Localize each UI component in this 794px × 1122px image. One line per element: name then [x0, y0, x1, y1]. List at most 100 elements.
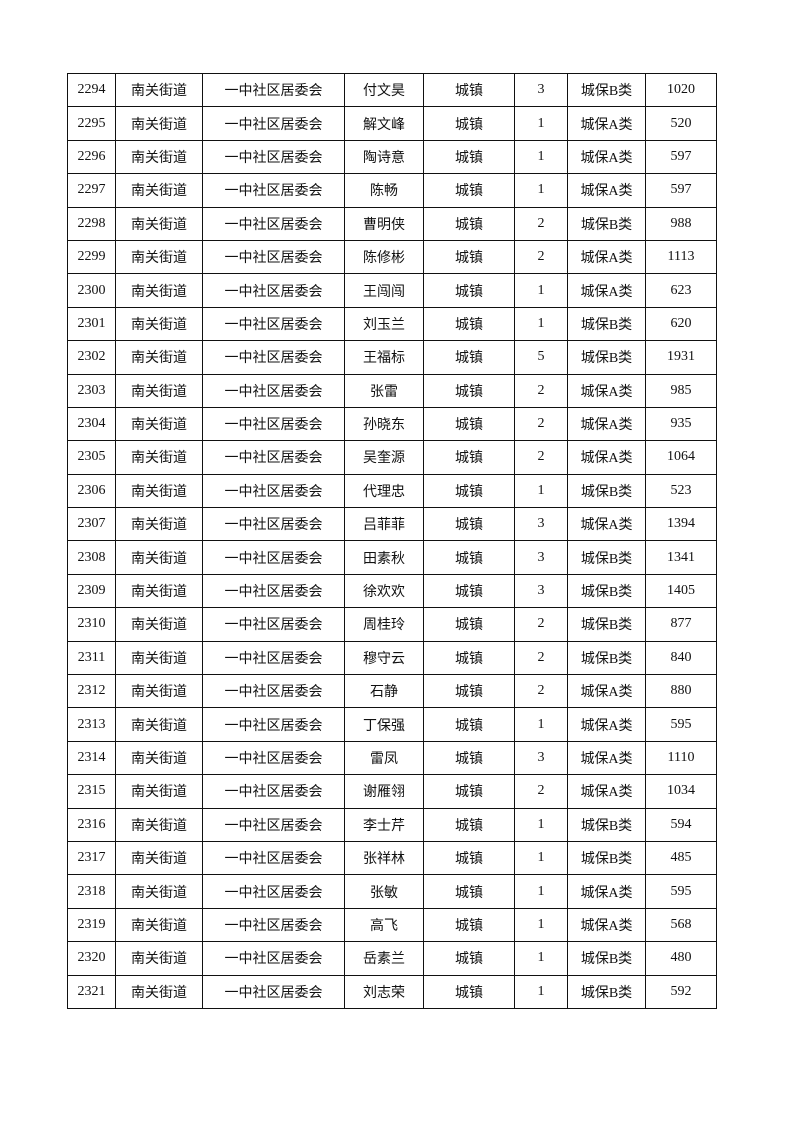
table-row: 2310 南关街道 一中社区居委会 周桂玲 城镇 2 城保B类 877 — [67, 607, 717, 642]
amount-cell: 1931 — [645, 340, 717, 375]
row-number-cell: 2308 — [67, 540, 116, 575]
area-type-cell: 城镇 — [423, 874, 515, 909]
area-type-cell: 城镇 — [423, 840, 515, 876]
street-cell: 南关街道 — [115, 840, 203, 876]
community-cell: 一中社区居委会 — [202, 974, 345, 1009]
table-row: 2317 南关街道 一中社区居委会 张祥林 城镇 1 城保B类 485 — [67, 840, 717, 876]
household-size-cell: 1 — [514, 974, 568, 1009]
community-cell: 一中社区居委会 — [202, 239, 345, 275]
table-row: 2311 南关街道 一中社区居委会 穆守云 城镇 2 城保B类 840 — [67, 640, 717, 676]
street-cell: 南关街道 — [115, 473, 203, 509]
name-cell: 刘志荣 — [344, 974, 424, 1009]
amount-cell: 620 — [645, 306, 717, 342]
row-number-cell: 2313 — [67, 707, 116, 742]
street-cell: 南关街道 — [115, 607, 203, 642]
name-cell: 曹明侠 — [344, 206, 424, 241]
row-number-cell: 2314 — [67, 740, 116, 776]
street-cell: 南关街道 — [115, 373, 203, 408]
table-row: 2321 南关街道 一中社区居委会 刘志荣 城镇 1 城保B类 592 — [67, 974, 717, 1009]
amount-cell: 597 — [645, 173, 717, 208]
area-type-cell: 城镇 — [423, 974, 515, 1009]
category-cell: 城保B类 — [567, 306, 646, 342]
household-size-cell: 1 — [514, 139, 568, 175]
street-cell: 南关街道 — [115, 507, 203, 542]
name-cell: 穆守云 — [344, 640, 424, 676]
household-size-cell: 1 — [514, 941, 568, 976]
row-number-cell: 2318 — [67, 874, 116, 909]
table-row: 2302 南关街道 一中社区居委会 王福标 城镇 5 城保B类 1931 — [67, 340, 717, 375]
household-size-cell: 1 — [514, 273, 568, 308]
street-cell: 南关街道 — [115, 740, 203, 776]
community-cell: 一中社区居委会 — [202, 540, 345, 575]
community-cell: 一中社区居委会 — [202, 807, 345, 842]
name-cell: 解文峰 — [344, 106, 424, 141]
area-type-cell: 城镇 — [423, 239, 515, 275]
category-cell: 城保A类 — [567, 106, 646, 141]
street-cell: 南关街道 — [115, 941, 203, 976]
name-cell: 吕菲菲 — [344, 507, 424, 542]
category-cell: 城保B类 — [567, 840, 646, 876]
area-type-cell: 城镇 — [423, 774, 515, 809]
table-row: 2298 南关街道 一中社区居委会 曹明侠 城镇 2 城保B类 988 — [67, 206, 717, 241]
table-row: 2309 南关街道 一中社区居委会 徐欢欢 城镇 3 城保B类 1405 — [67, 573, 717, 609]
category-cell: 城保B类 — [567, 72, 646, 108]
table-row: 2304 南关街道 一中社区居委会 孙晓东 城镇 2 城保A类 935 — [67, 406, 717, 442]
amount-cell: 1020 — [645, 72, 717, 108]
name-cell: 孙晓东 — [344, 406, 424, 442]
table-row: 2305 南关街道 一中社区居委会 吴奎源 城镇 2 城保A类 1064 — [67, 440, 717, 475]
table-row: 2313 南关街道 一中社区居委会 丁保强 城镇 1 城保A类 595 — [67, 707, 717, 742]
community-cell: 一中社区居委会 — [202, 373, 345, 408]
area-type-cell: 城镇 — [423, 740, 515, 776]
row-number-cell: 2312 — [67, 674, 116, 709]
table-row: 2303 南关街道 一中社区居委会 张雷 城镇 2 城保A类 985 — [67, 373, 717, 408]
community-cell: 一中社区居委会 — [202, 640, 345, 676]
amount-cell: 597 — [645, 139, 717, 175]
area-type-cell: 城镇 — [423, 273, 515, 308]
row-number-cell: 2319 — [67, 907, 116, 943]
category-cell: 城保B类 — [567, 540, 646, 575]
street-cell: 南关街道 — [115, 239, 203, 275]
household-size-cell: 2 — [514, 406, 568, 442]
community-cell: 一中社区居委会 — [202, 473, 345, 509]
street-cell: 南关街道 — [115, 707, 203, 742]
household-size-cell: 2 — [514, 774, 568, 809]
amount-cell: 523 — [645, 473, 717, 509]
category-cell: 城保B类 — [567, 340, 646, 375]
table-row: 2297 南关街道 一中社区居委会 陈畅 城镇 1 城保A类 597 — [67, 173, 717, 208]
name-cell: 王福标 — [344, 340, 424, 375]
row-number-cell: 2305 — [67, 440, 116, 475]
table-row: 2316 南关街道 一中社区居委会 李士芹 城镇 1 城保B类 594 — [67, 807, 717, 842]
street-cell: 南关街道 — [115, 640, 203, 676]
area-type-cell: 城镇 — [423, 473, 515, 509]
amount-cell: 595 — [645, 874, 717, 909]
row-number-cell: 2309 — [67, 573, 116, 609]
table-row: 2315 南关街道 一中社区居委会 谢雁翎 城镇 2 城保A类 1034 — [67, 774, 717, 809]
area-type-cell: 城镇 — [423, 507, 515, 542]
table-row: 2296 南关街道 一中社区居委会 陶诗意 城镇 1 城保A类 597 — [67, 139, 717, 175]
table-row: 2308 南关街道 一中社区居委会 田素秋 城镇 3 城保B类 1341 — [67, 540, 717, 575]
category-cell: 城保A类 — [567, 907, 646, 943]
household-size-cell: 2 — [514, 640, 568, 676]
amount-cell: 568 — [645, 907, 717, 943]
household-size-cell: 1 — [514, 874, 568, 909]
name-cell: 刘玉兰 — [344, 306, 424, 342]
street-cell: 南关街道 — [115, 406, 203, 442]
table-row: 2312 南关街道 一中社区居委会 石静 城镇 2 城保A类 880 — [67, 674, 717, 709]
community-cell: 一中社区居委会 — [202, 941, 345, 976]
community-cell: 一中社区居委会 — [202, 907, 345, 943]
row-number-cell: 2298 — [67, 206, 116, 241]
row-number-cell: 2316 — [67, 807, 116, 842]
name-cell: 付文昊 — [344, 72, 424, 108]
row-number-cell: 2304 — [67, 406, 116, 442]
amount-cell: 840 — [645, 640, 717, 676]
household-size-cell: 1 — [514, 473, 568, 509]
area-type-cell: 城镇 — [423, 707, 515, 742]
category-cell: 城保A类 — [567, 740, 646, 776]
community-cell: 一中社区居委会 — [202, 306, 345, 342]
amount-cell: 1405 — [645, 573, 717, 609]
community-cell: 一中社区居委会 — [202, 507, 345, 542]
area-type-cell: 城镇 — [423, 607, 515, 642]
area-type-cell: 城镇 — [423, 640, 515, 676]
area-type-cell: 城镇 — [423, 106, 515, 141]
amount-cell: 592 — [645, 974, 717, 1009]
